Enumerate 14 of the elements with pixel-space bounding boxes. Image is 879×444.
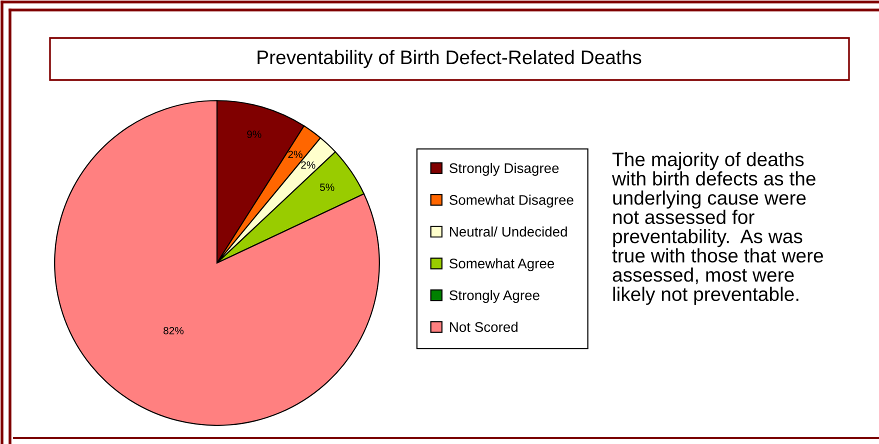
data-label: 5% (320, 184, 334, 191)
data-label: 2% (288, 150, 302, 158)
legend-label: Not Scored (450, 322, 518, 332)
legend-label: Somewhat Disagree (450, 194, 574, 208)
data-label: 82% (164, 326, 184, 334)
legend-label: Somewhat Agree (450, 258, 554, 272)
text: The majority of deaths with birth defects as the underlying cause were not assessed for preventability. As was true with those that were assessed, most were likely not preventable. (612, 152, 823, 305)
data-label: 2% (301, 161, 316, 169)
legend-label: Strongly Agree (450, 290, 540, 303)
pie-slice (54, 100, 380, 426)
data-label: 9% (247, 130, 262, 138)
chart-title: Preventability of Birth Defect-Related Deaths (258, 50, 642, 68)
legend-label: Strongly Disagree (450, 162, 559, 176)
legend-label: Neutral/ Undecided (450, 226, 567, 237)
